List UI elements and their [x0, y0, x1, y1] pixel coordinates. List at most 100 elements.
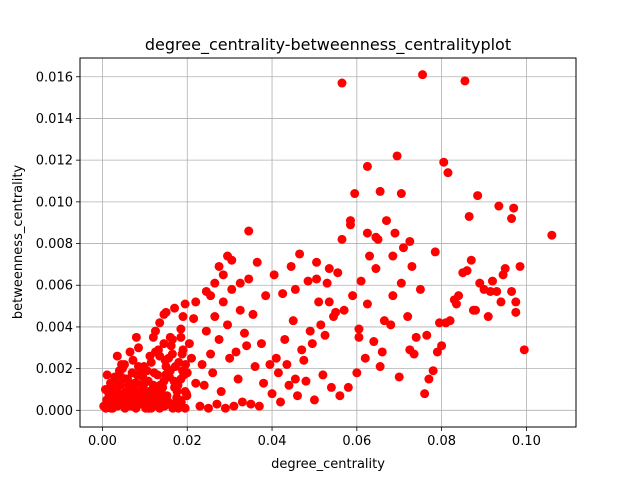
- scatter-point: [256, 339, 266, 349]
- y-tick-label: 0.016: [36, 70, 73, 85]
- scatter-point: [411, 332, 421, 342]
- scatter-point: [150, 347, 160, 357]
- scatter-point: [113, 389, 123, 399]
- scatter-point: [312, 274, 322, 284]
- scatter-point: [333, 268, 343, 278]
- scatter-point: [430, 247, 440, 257]
- scatter-point: [276, 397, 286, 407]
- scatter-point: [156, 395, 166, 405]
- scatter-point: [365, 251, 375, 261]
- scatter-point: [388, 251, 398, 261]
- y-tick-label: 0.006: [36, 279, 73, 294]
- scatter-point: [206, 349, 216, 359]
- scatter-point: [265, 359, 275, 369]
- scatter-point: [511, 307, 521, 317]
- scatter-point: [199, 380, 209, 390]
- scatter-point: [348, 291, 358, 301]
- scatter-point: [371, 264, 381, 274]
- scatter-point: [403, 312, 413, 322]
- scatter-point: [248, 309, 258, 319]
- scatter-point: [161, 370, 171, 380]
- scatter-point: [254, 401, 264, 411]
- scatter-point: [155, 380, 165, 390]
- scatter-point: [460, 76, 470, 86]
- scatter-point: [451, 299, 461, 309]
- scatter-point: [432, 347, 442, 357]
- scatter-point: [191, 297, 201, 307]
- scatter-point: [286, 261, 296, 271]
- scatter-point: [295, 249, 305, 259]
- scatter-point: [218, 270, 228, 280]
- scatter-point: [434, 318, 444, 328]
- scatter-point: [182, 391, 192, 401]
- scatter-point: [235, 278, 245, 288]
- scatter-point: [316, 320, 326, 330]
- scatter-point: [216, 387, 226, 397]
- scatter-point: [178, 366, 188, 376]
- scatter-point: [201, 326, 211, 336]
- scatter-point: [350, 189, 360, 199]
- scatter-point: [244, 226, 254, 236]
- x-tick-label: 0.06: [342, 434, 371, 449]
- scatter-point: [218, 297, 228, 307]
- scatter-point: [163, 397, 173, 407]
- x-tick-label: 0.10: [512, 434, 541, 449]
- scatter-point: [267, 389, 277, 399]
- scatter-point: [184, 339, 194, 349]
- scatter-point: [235, 305, 245, 315]
- scatter-point: [203, 403, 213, 413]
- scatter-point: [375, 186, 385, 196]
- scatter-point: [498, 270, 508, 280]
- scatter-point: [409, 349, 419, 359]
- scatter-point: [210, 312, 220, 322]
- scatter-point: [466, 255, 476, 265]
- scatter-point: [320, 330, 330, 340]
- scatter-point: [475, 278, 485, 288]
- scatter-point: [169, 376, 179, 386]
- scatter-point: [273, 368, 283, 378]
- scatter-point: [225, 353, 235, 363]
- scatter-point: [324, 264, 334, 274]
- scatter-point: [227, 284, 237, 294]
- scatter-point: [128, 355, 138, 365]
- scatter-point: [322, 278, 332, 288]
- scatter-point: [390, 228, 400, 238]
- scatter-point: [155, 318, 165, 328]
- x-tick-label: 0.02: [173, 434, 202, 449]
- scatter-point: [259, 378, 269, 388]
- scatter-point: [318, 370, 328, 380]
- scatter-point: [407, 261, 417, 271]
- scatter-point: [379, 316, 389, 326]
- scatter-point: [297, 345, 307, 355]
- scatter-point: [339, 305, 349, 315]
- y-axis-ticks: 0.000 0.002 0.004 0.006 0.008 0.010 0.012 0.014…: [36, 70, 80, 419]
- scatter-point: [282, 359, 292, 369]
- scatter-point: [369, 337, 379, 347]
- scatter-point: [492, 286, 502, 296]
- scatter-point: [137, 368, 147, 378]
- scatter-point: [269, 270, 279, 280]
- scatter-point: [464, 211, 474, 221]
- scatter-point: [129, 401, 139, 411]
- scatter-point: [110, 372, 120, 382]
- scatter-point: [377, 347, 387, 357]
- scatter-point: [424, 374, 434, 384]
- scatter-point: [398, 243, 408, 253]
- scatter-point: [176, 332, 186, 342]
- x-tick-label: 0.04: [258, 434, 287, 449]
- scatter-point: [108, 403, 118, 413]
- scatter-point: [507, 214, 517, 224]
- scatter-point: [131, 332, 141, 342]
- scatter-point: [305, 326, 315, 336]
- scatter-point: [172, 401, 182, 411]
- scatter-point: [246, 399, 256, 409]
- scatter-point: [176, 324, 186, 334]
- scatter-point: [134, 343, 144, 353]
- scatter-point: [146, 403, 156, 413]
- scatter-point: [392, 151, 402, 161]
- scatter-point: [122, 374, 132, 384]
- scatter-point: [345, 220, 355, 230]
- scatter-point: [290, 284, 300, 294]
